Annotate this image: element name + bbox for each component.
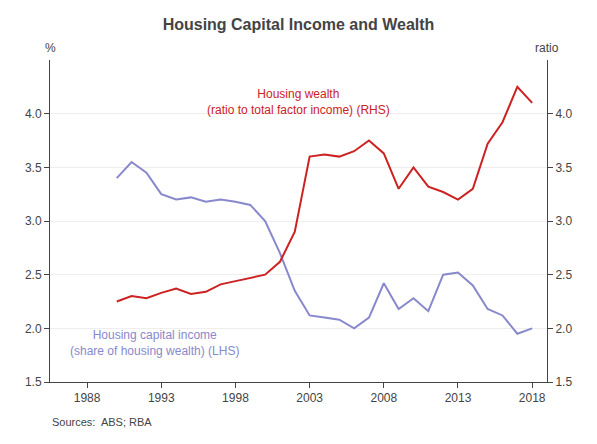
svg-text:1993: 1993: [148, 391, 175, 405]
svg-text:ratio: ratio: [535, 41, 559, 55]
svg-text:2008: 2008: [370, 391, 397, 405]
svg-text:2.0: 2.0: [555, 322, 572, 336]
svg-text:1.5: 1.5: [555, 375, 572, 389]
svg-text:Sources: ABS; RBA: Sources: ABS; RBA: [52, 416, 152, 428]
svg-text:4.0: 4.0: [555, 107, 572, 121]
svg-text:4.0: 4.0: [25, 107, 42, 121]
svg-text:3.5: 3.5: [25, 161, 42, 175]
svg-text:2018: 2018: [519, 391, 546, 405]
svg-text:2.5: 2.5: [25, 268, 42, 282]
svg-text:2.5: 2.5: [555, 268, 572, 282]
svg-text:Housing Capital Income and Wea: Housing Capital Income and Wealth: [163, 16, 435, 33]
svg-text:1.5: 1.5: [25, 375, 42, 389]
svg-text:3.5: 3.5: [555, 161, 572, 175]
svg-text:1998: 1998: [222, 391, 249, 405]
svg-text:1988: 1988: [74, 391, 101, 405]
svg-text:%: %: [45, 41, 56, 55]
svg-text:2013: 2013: [445, 391, 472, 405]
svg-text:3.0: 3.0: [555, 214, 572, 228]
svg-text:Housing capital income(share o: Housing capital income(share of housing …: [70, 328, 239, 358]
svg-text:Housing wealth(ratio to total: Housing wealth(ratio to total factor inc…: [207, 87, 390, 117]
svg-text:2.0: 2.0: [25, 322, 42, 336]
svg-text:2003: 2003: [296, 391, 323, 405]
svg-text:3.0: 3.0: [25, 214, 42, 228]
